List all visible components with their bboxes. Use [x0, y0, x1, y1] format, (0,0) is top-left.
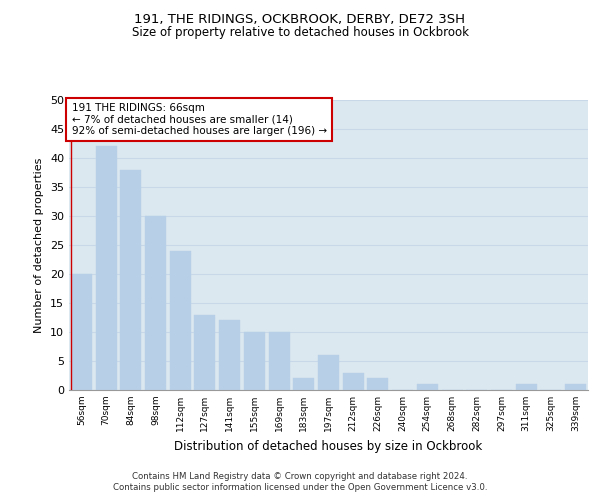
Bar	[318, 355, 339, 390]
X-axis label: Distribution of detached houses by size in Ockbrook: Distribution of detached houses by size …	[175, 440, 482, 452]
Bar	[343, 372, 364, 390]
Text: Size of property relative to detached houses in Ockbrook: Size of property relative to detached ho…	[131, 26, 469, 39]
Bar	[145, 216, 166, 390]
Bar	[565, 384, 586, 390]
Bar	[71, 274, 92, 390]
Bar	[516, 384, 537, 390]
Bar	[120, 170, 141, 390]
Bar	[367, 378, 388, 390]
Bar	[170, 251, 191, 390]
Bar	[95, 146, 116, 390]
Y-axis label: Number of detached properties: Number of detached properties	[34, 158, 44, 332]
Bar	[417, 384, 438, 390]
Bar	[293, 378, 314, 390]
Text: Contains HM Land Registry data © Crown copyright and database right 2024.
Contai: Contains HM Land Registry data © Crown c…	[113, 472, 487, 492]
Bar	[219, 320, 240, 390]
Bar	[269, 332, 290, 390]
Text: 191, THE RIDINGS, OCKBROOK, DERBY, DE72 3SH: 191, THE RIDINGS, OCKBROOK, DERBY, DE72 …	[134, 12, 466, 26]
Text: 191 THE RIDINGS: 66sqm
← 7% of detached houses are smaller (14)
92% of semi-deta: 191 THE RIDINGS: 66sqm ← 7% of detached …	[71, 103, 327, 136]
Bar	[194, 314, 215, 390]
Bar	[244, 332, 265, 390]
